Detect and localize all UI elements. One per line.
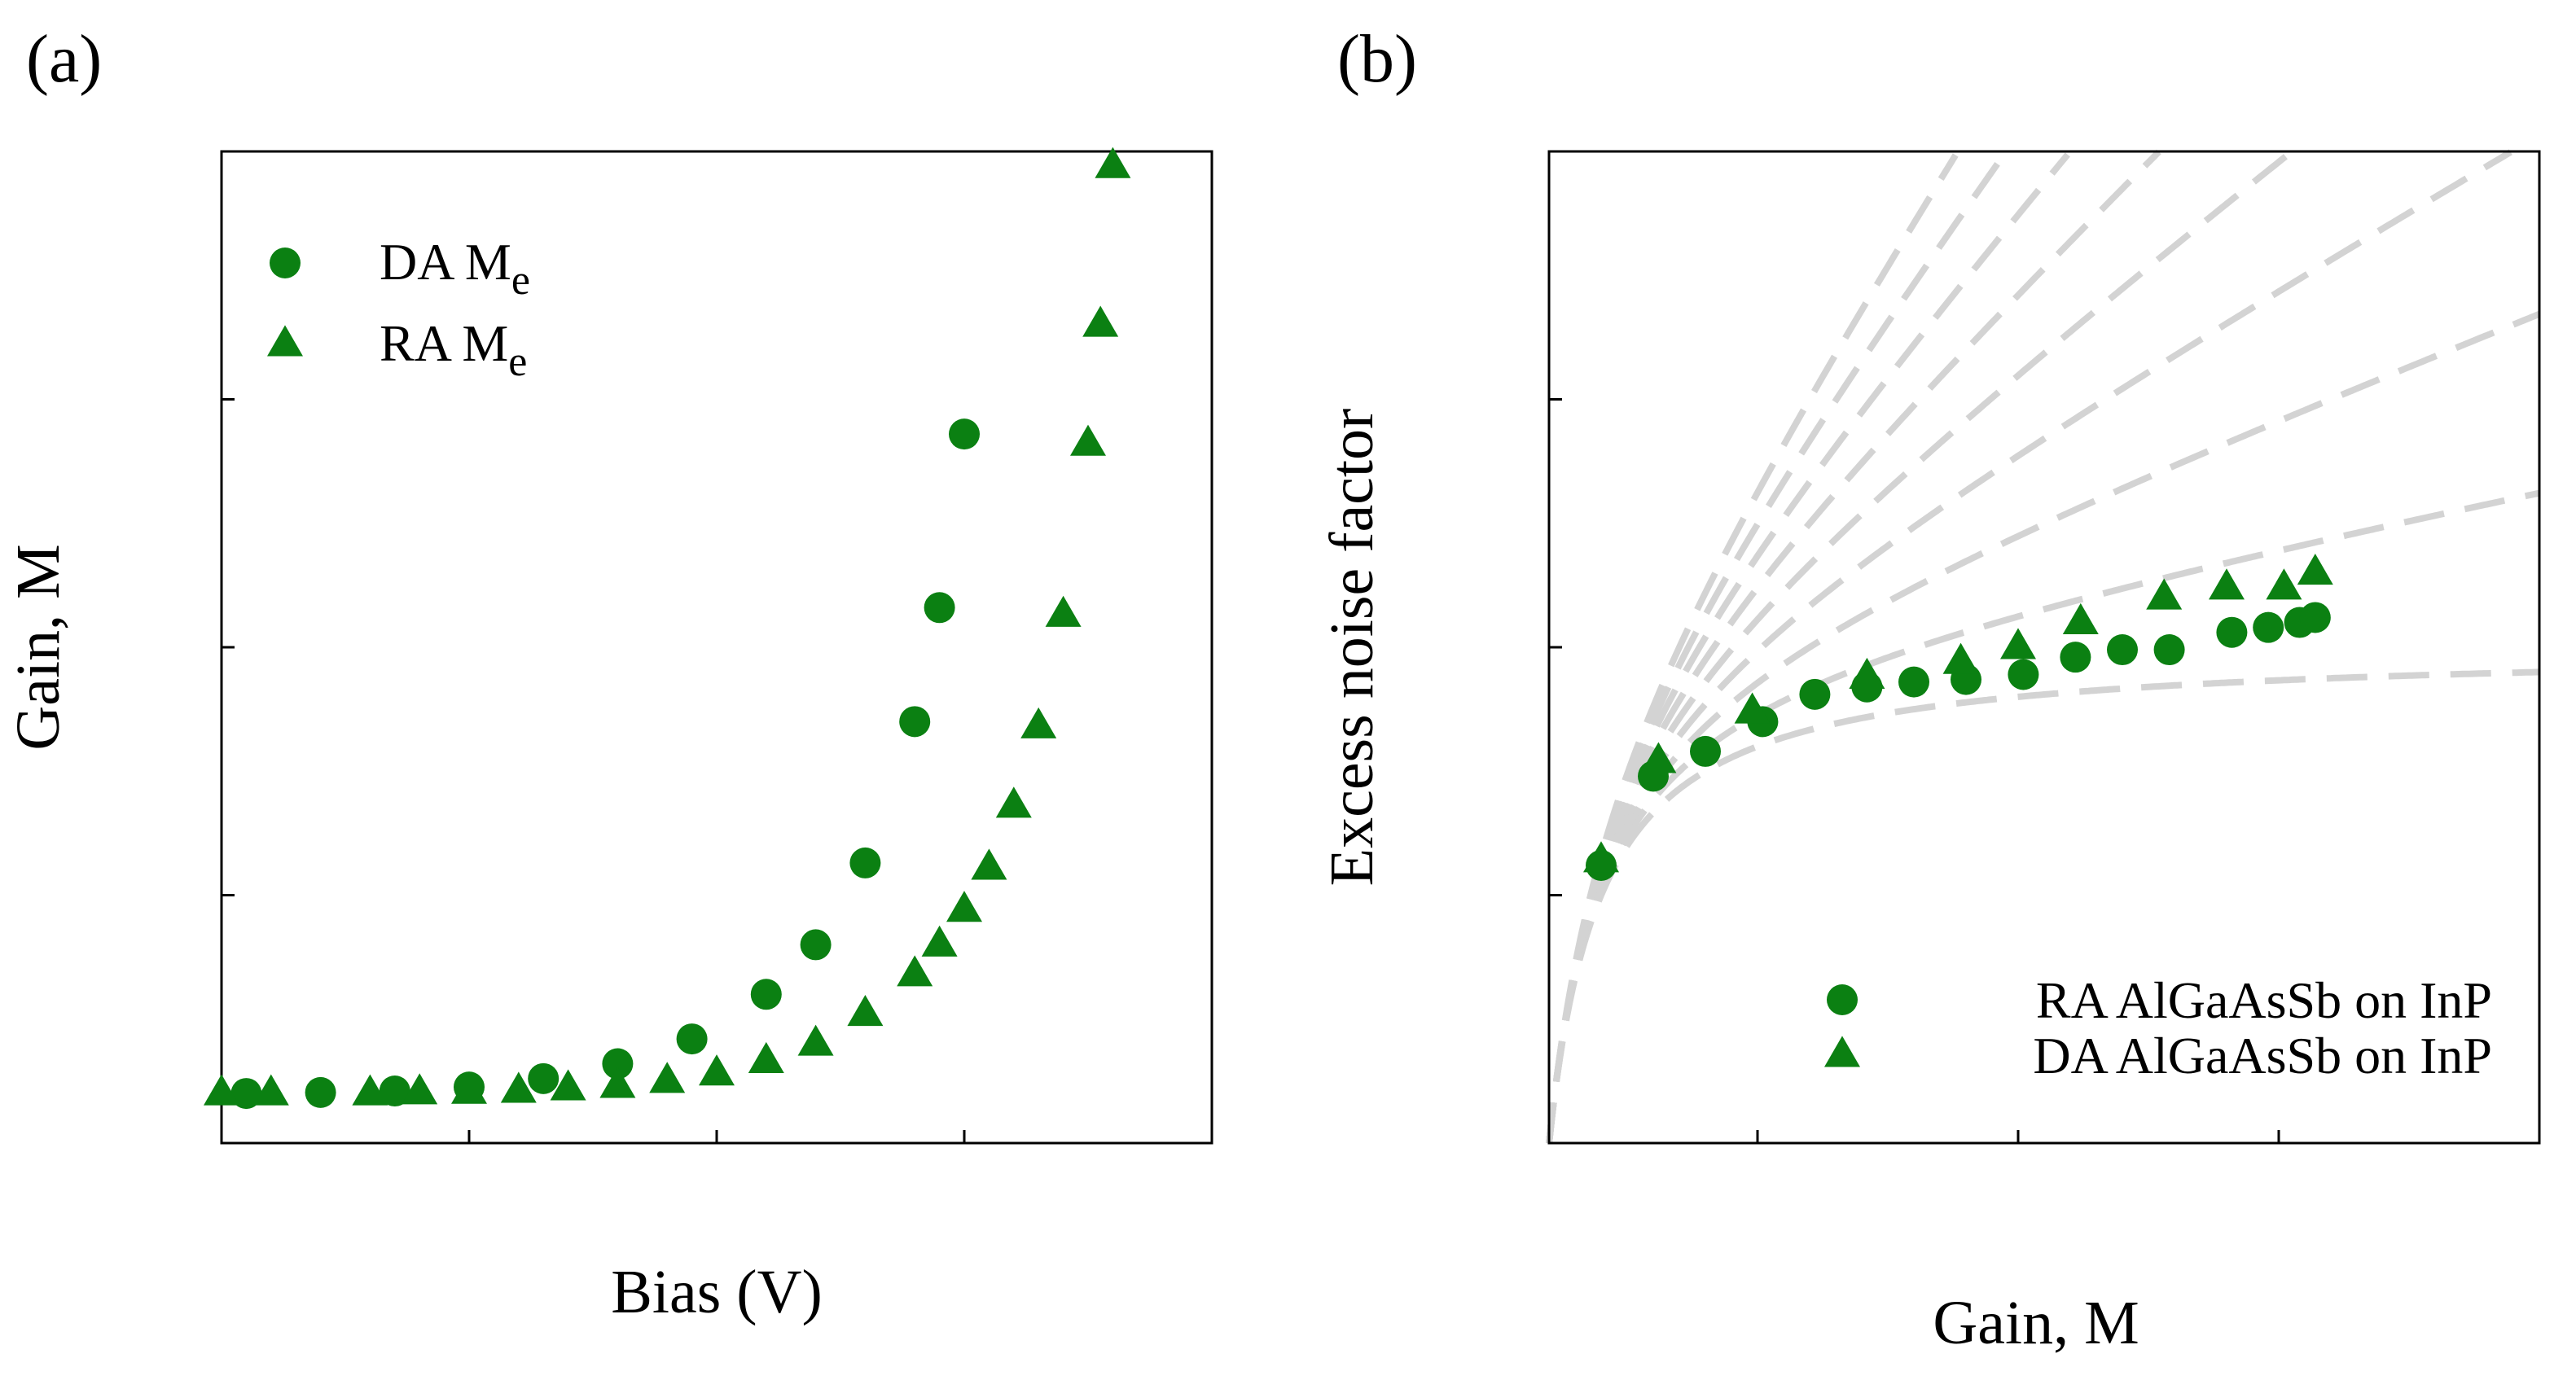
panel-b-series-1-point	[2209, 568, 2245, 600]
panel-a-series-1-point	[451, 1072, 487, 1104]
panel-b-series-0-point	[2253, 611, 2284, 643]
panel-a-series-0-point	[924, 592, 955, 624]
panel-a-series-1-point	[1095, 147, 1131, 178]
panel-b-series-0-point	[1898, 666, 1929, 698]
panel-a-series-1-point	[1082, 305, 1119, 337]
panel-a-legend-marker-0	[270, 248, 301, 278]
panel-b-series-1-point	[1942, 642, 1979, 674]
panel-b-legend-label-0: RA AlGaAsSb on InP	[2036, 971, 2492, 1029]
panel-b-legend-name-1: DA AlGaAsSb on InP	[2033, 1027, 2492, 1084]
panel-b-legend-marker-1	[1824, 1036, 1860, 1067]
panel-a-x-axis-title: Bias (V)	[611, 1258, 823, 1326]
panel-a-series-1-point	[971, 848, 1007, 880]
panel-b-series-1-point	[1583, 841, 1619, 873]
panel-a-series-1-point	[995, 786, 1032, 818]
panel-a-series-0-point	[305, 1076, 336, 1108]
panel-a-legend-subscript-0: e	[511, 257, 530, 304]
panel-a-series-1-point	[550, 1069, 586, 1101]
panel-b-series-1-point	[2297, 554, 2333, 585]
panel-b-x-axis-title: Gain, M	[1933, 1289, 2139, 1357]
panel-b-series-1-point	[2266, 568, 2302, 600]
panel-b-reference-curve	[1546, 311, 2541, 1144]
panel-a-label: (a)	[26, 21, 102, 97]
panel-b-series-0-point	[1799, 678, 1831, 710]
panel-b-y-axis-title: Excess noise factor	[1318, 409, 1386, 887]
panel-b-label: (b)	[1337, 21, 1417, 97]
panel-b-reference-curve	[1546, 153, 1959, 1144]
panel-b-series-0-point	[1690, 735, 1721, 767]
panel-a-series-1-point	[797, 1024, 834, 1056]
panel-b-series-0-point	[2216, 616, 2248, 648]
panel-b-reference-curve	[1546, 149, 2161, 1144]
panel-b-series-1-point	[2062, 602, 2099, 635]
panel-a-series-1-point	[500, 1071, 537, 1103]
panel-b-series-1-point	[2146, 578, 2183, 610]
panel-b-reference-curve	[1546, 149, 2512, 1144]
panel-b-reference-curve	[1546, 668, 2540, 1144]
panel-b-series-0-point	[2107, 634, 2138, 666]
panel-a-series-1-point	[748, 1041, 784, 1073]
panel-a-series-1-point	[402, 1073, 438, 1105]
panel-a-series-0-point	[899, 706, 931, 738]
panel-a-legend-subscript-1: e	[508, 339, 527, 385]
panel-a-series-0-point	[230, 1078, 262, 1110]
panel-a-series-1-point	[946, 891, 982, 922]
panel-a-series-1-point	[699, 1054, 735, 1086]
panel-a-series-0-point	[800, 929, 832, 961]
panel-a-legend-name-0: DA M	[380, 233, 511, 291]
panel-a-series-0-point	[849, 847, 881, 878]
panel-a-legend-marker-1	[267, 325, 303, 357]
panel-a-series-1-point	[204, 1074, 239, 1106]
panel-a-y-axis-title: Gain, M	[4, 544, 72, 750]
panel-a-series-1-point	[1070, 424, 1106, 456]
panel-a-series-0-point	[379, 1076, 410, 1107]
panel-b-series-1-point	[1640, 742, 1677, 773]
panel-a-legend-label-0: DA Me	[380, 233, 530, 304]
panel-a-legend-label-1: RA Me	[380, 314, 527, 385]
panel-a-series-1-point	[649, 1062, 686, 1093]
panel-b-series-0-point	[2060, 642, 2091, 673]
panel-a-series-1-point	[897, 955, 933, 987]
panel-a-series-1-point	[599, 1067, 636, 1098]
panel-a-series-1-point	[847, 995, 884, 1027]
panel-b-legend-name-0: RA AlGaAsSb on InP	[2036, 971, 2492, 1029]
panel-b-noise-vs-gain: (b) Gain, M Excess noise factor RA AlGaA…	[1318, 21, 2541, 1357]
panel-b-series-0-point	[2008, 659, 2039, 690]
panel-a-series-1-point	[352, 1074, 388, 1106]
panel-a-series-0-point	[528, 1062, 560, 1094]
panel-a-series-0-point	[676, 1023, 708, 1055]
panel-a-series-1-point	[921, 925, 958, 957]
panel-a-series-1-point	[1045, 595, 1082, 627]
panel-b-legend-label-1: DA AlGaAsSb on InP	[2033, 1027, 2492, 1084]
panel-a-series-0-point	[602, 1048, 634, 1080]
panel-b-series-1-point	[1734, 692, 1771, 724]
panel-a-series-0-point	[949, 418, 980, 450]
panel-b-reference-curve	[1546, 152, 2070, 1144]
panel-a-legend-name-1: RA M	[380, 314, 508, 372]
panel-b-series-1-point	[1849, 657, 1885, 690]
panel-b-series-0-point	[2299, 602, 2331, 633]
panel-a-series-1-point	[1020, 707, 1057, 738]
panel-a-series-0-point	[750, 979, 782, 1010]
panel-b-reference-curve	[1546, 151, 2008, 1144]
panel-b-series-0-point	[2153, 634, 2185, 666]
panel-b-legend-marker-0	[1827, 984, 1858, 1015]
panel-a-plot-frame	[220, 150, 1213, 1145]
panel-a-series-1-point	[252, 1074, 289, 1106]
panel-b-reference-curve	[1546, 149, 2294, 1144]
panel-b-series-1-point	[2000, 628, 2036, 659]
